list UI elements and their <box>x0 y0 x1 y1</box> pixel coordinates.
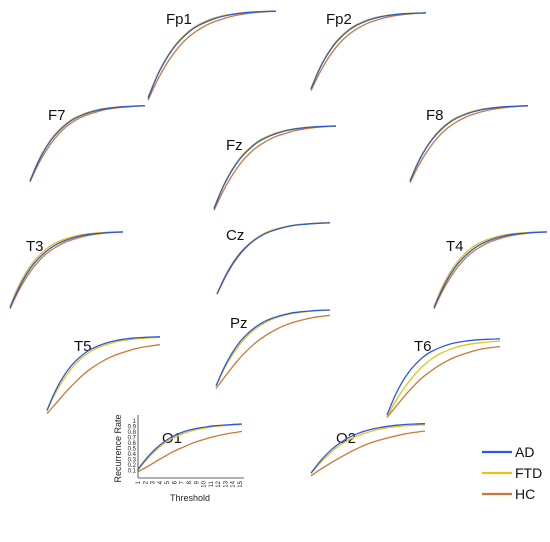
series-line-o2-ftd <box>310 424 426 474</box>
y-tick-label: 0.2 <box>128 463 137 469</box>
series-line-f7-ad <box>29 105 146 182</box>
x-tick-label: 4 <box>158 480 164 484</box>
channel-label-cz: Cz <box>226 227 244 244</box>
channel-label-t4: T4 <box>446 238 464 255</box>
channel-label-pz: Pz <box>230 315 248 332</box>
x-tick-label: 15 <box>238 480 244 487</box>
series-line-t5-ftd <box>46 336 161 412</box>
y-tick-label: 0.7 <box>128 436 137 442</box>
panel-f8: F8 <box>409 105 529 183</box>
channel-label-fp2: Fp2 <box>326 11 352 28</box>
series-line-cz-ad <box>216 222 331 295</box>
series-line-f8-hc <box>409 105 529 183</box>
channel-label-f8: F8 <box>426 107 444 124</box>
panel-o1: O1 <box>137 423 243 473</box>
channel-label-fp1: Fp1 <box>166 11 192 28</box>
x-tick-label: 3 <box>151 480 157 484</box>
channel-label-f7: F7 <box>48 107 66 124</box>
x-tick-label: 9 <box>194 480 200 484</box>
x-tick-label: 10 <box>202 480 208 487</box>
series-line-o1-ad <box>137 423 243 470</box>
x-tick-label: 7 <box>180 480 186 484</box>
channel-panels: Fp1 Fp2 F7 Fz F8 T3 Cz T4 T5 Pz T6 O1 O2 <box>9 10 548 477</box>
x-tick-label: 11 <box>209 480 215 487</box>
x-tick-label: 8 <box>187 480 193 484</box>
x-tick-label: 13 <box>223 480 229 487</box>
panel-fp1: Fp1 <box>147 10 277 101</box>
y-tick-label: 0.8 <box>128 430 137 436</box>
series-line-t3-ad <box>9 231 124 309</box>
legend-label-ftd: FTD <box>515 465 542 481</box>
series-line-fp1-ad <box>147 10 277 99</box>
y-tick-label: 1 <box>133 419 137 425</box>
y-tick-label: 0.9 <box>128 425 137 431</box>
series-line-t4-ad <box>433 231 548 309</box>
legend-label-ad: AD <box>515 444 534 460</box>
series-line-o2-hc <box>310 430 426 477</box>
panel-f7: F7 <box>29 105 146 183</box>
panel-t3: T3 <box>9 231 124 309</box>
y-tick-label: 0.1 <box>128 469 137 475</box>
series-line-t5-ad <box>46 336 161 411</box>
y-axis-title: Recurrence Rate <box>113 414 123 482</box>
channel-label-fz: Fz <box>226 137 243 154</box>
panel-t6: T6 <box>386 338 501 418</box>
x-tick-label: 1 <box>136 480 142 484</box>
axes-o1: 0.10.20.30.40.50.60.70.80.911 2 3 4 5 6 7 8 9 10 1… <box>113 414 244 503</box>
panel-t5: T5 <box>46 336 161 414</box>
series-line-fp2-ad <box>310 12 427 90</box>
channel-label-t3: T3 <box>26 238 44 255</box>
panel-pz: Pz <box>215 309 331 389</box>
panel-o2: O2 <box>310 423 426 477</box>
x-tick-label: 2 <box>143 480 149 484</box>
x-tick-label: 5 <box>165 480 171 484</box>
legend: AD FTD HC <box>482 444 542 502</box>
series-line-t6-hc <box>386 345 501 418</box>
series-line-pz-ad <box>215 309 331 387</box>
panel-t4: T4 <box>433 231 548 309</box>
panel-fp2: Fp2 <box>310 11 427 91</box>
series-line-t5-hc <box>46 343 161 414</box>
series-line-pz-hc <box>215 314 331 389</box>
x-axis-title: Threshold <box>170 493 210 503</box>
y-tick-label: 0.6 <box>128 441 137 447</box>
series-line-t6-ftd <box>386 340 501 418</box>
panel-cz: Cz <box>216 222 331 295</box>
series-line-f8-ad <box>409 105 529 182</box>
x-tick-label: 6 <box>172 480 178 484</box>
series-line-o1-hc <box>137 430 243 473</box>
legend-label-hc: HC <box>515 486 535 502</box>
x-tick-label: 14 <box>231 480 237 487</box>
series-line-fz-ad <box>213 125 337 209</box>
x-tick-label: 12 <box>216 480 222 487</box>
series-line-fp1-hc <box>147 10 277 101</box>
series-line-o2-ad <box>310 423 426 474</box>
y-tick-label: 0.5 <box>128 447 137 453</box>
series-line-t6-ad <box>386 338 501 416</box>
panel-fz: Fz <box>213 125 337 211</box>
series-line-fp2-hc <box>310 12 427 91</box>
y-tick-label: 0.4 <box>128 452 137 458</box>
channel-label-t6: T6 <box>414 338 432 355</box>
series-line-fz-hc <box>213 125 337 211</box>
y-tick-label: 0.3 <box>128 458 137 464</box>
